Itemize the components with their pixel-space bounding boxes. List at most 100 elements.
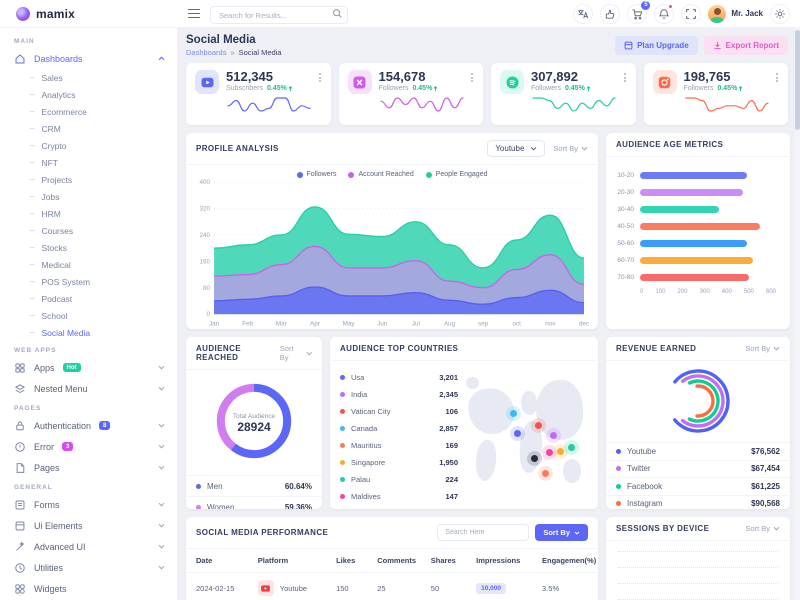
sidebar-subitem-ecommerce[interactable]: – Ecommerce [0, 103, 177, 120]
column-header: Engagemen(%) [532, 549, 598, 573]
plan-upgrade-button[interactable]: Plan Upgrade [615, 35, 698, 55]
svg-text:Apr: Apr [310, 320, 321, 327]
column-header: Platform [247, 549, 327, 573]
reached-sortby-dropdown[interactable]: Sort By [280, 344, 312, 362]
legend-value: 59.36% [284, 502, 312, 510]
more-options-icon[interactable] [774, 71, 780, 84]
sidebar-subitem-podcast[interactable]: – Podcast [0, 290, 177, 307]
sidebar-subitem-crypto[interactable]: – Crypto [0, 137, 177, 154]
brand-logo-icon [16, 6, 30, 21]
menu-toggle-icon[interactable] [188, 8, 200, 19]
sidebar-subitem-label: Podcast [41, 293, 73, 304]
sidebar-subitem-crm[interactable]: – CRM [0, 120, 177, 137]
sidebar-subitem-label: NFT [41, 157, 58, 168]
axis-tick: 200 [677, 289, 688, 295]
map-marker[interactable] [545, 449, 553, 457]
sidebar-subitem-hrm[interactable]: – HRM [0, 205, 177, 222]
age-label: 40-50 [617, 223, 634, 230]
export-report-button[interactable]: Export Report [703, 35, 788, 55]
more-options-icon[interactable] [622, 71, 628, 84]
sidebar-subitem-projects[interactable]: – Projects [0, 171, 177, 188]
like-icon[interactable] [600, 3, 621, 24]
sidebar-item-widgets[interactable]: Widgets [0, 578, 177, 599]
map-marker[interactable] [542, 469, 550, 477]
country-row: Mauritius 169 [340, 437, 458, 454]
search-input[interactable] [210, 6, 348, 24]
trend-up-icon [738, 85, 743, 91]
map-marker[interactable] [513, 430, 521, 438]
sidebar-subitem-stocks[interactable]: – Stocks [0, 239, 177, 256]
column-header: Shares [420, 549, 467, 573]
age-bar [640, 274, 749, 281]
sessions-sortby-dropdown[interactable]: Sort By [745, 524, 780, 533]
sidebar-item-utilities[interactable]: Utilities [0, 557, 177, 578]
table-row[interactable]: 2024-02-15 Youtube 150 25 50 10,000 3.5% [186, 572, 598, 600]
sidebar-item-advanced-ui[interactable]: Advanced UI [0, 536, 177, 557]
sidebar-subitem-sales[interactable]: – Sales [0, 69, 177, 86]
country-row: India 2,345 [340, 386, 458, 403]
sidebar-subitem-school[interactable]: – School [0, 307, 177, 324]
sidebar-item-error[interactable]: Error 3 [0, 436, 177, 457]
sidebar-item-apps[interactable]: Apps Hot [0, 357, 177, 378]
cell-engagement: 3.5% [532, 572, 598, 600]
map-marker[interactable] [509, 409, 517, 417]
sidebar-subitem-courses[interactable]: – Courses [0, 222, 177, 239]
map-marker[interactable] [557, 447, 564, 455]
stat-change: 0.45% [267, 85, 293, 92]
settings-gear-icon[interactable] [770, 3, 790, 24]
sidebar-subitem-pos-system[interactable]: – POS System [0, 273, 177, 290]
user-menu[interactable]: Mr. Jack [708, 4, 763, 23]
sidebar-subitem-social-media[interactable]: – Social Media [0, 324, 177, 341]
trend-up-icon [288, 85, 293, 91]
table-sortby-button[interactable]: Sort By [535, 524, 588, 541]
sidebar-subitem-medical[interactable]: – Medical [0, 256, 177, 273]
country-value: 224 [445, 475, 458, 484]
country-name: India [351, 390, 368, 399]
map-marker[interactable] [530, 454, 538, 462]
stat-card-spotify: 307,892 Followers 0.45% [491, 63, 636, 125]
translate-icon[interactable] [573, 3, 594, 24]
legend-row-item: Men 60.64% [186, 475, 322, 496]
map-marker[interactable] [568, 443, 576, 451]
profile-sortby-dropdown[interactable]: Sort By [553, 144, 588, 153]
sidebar-subitem-nft[interactable]: – NFT [0, 154, 177, 171]
sidebar-item-ui-elements[interactable]: Ui Elements [0, 515, 177, 536]
sidebar-subitem-analytics[interactable]: – Analytics [0, 86, 177, 103]
column-header: Likes [326, 549, 368, 573]
sidebar-item-authentication[interactable]: Authentication 8 [0, 415, 177, 436]
dash-icon: – [30, 277, 35, 286]
legend-label: Youtube [627, 446, 657, 456]
scrollbar-thumb[interactable] [795, 30, 800, 130]
sidebar-subitem-jobs[interactable]: – Jobs [0, 188, 177, 205]
audience-reached-card: AUDIENCE REACHED Sort By Total Audience … [186, 337, 322, 509]
breadcrumb-dashboards[interactable]: Dashboards [186, 47, 227, 57]
cart-icon[interactable]: 5 [627, 0, 651, 24]
search-icon[interactable] [332, 8, 343, 19]
world-map [464, 369, 588, 505]
sidebar-item-forms[interactable]: Forms [0, 494, 177, 515]
more-options-icon[interactable] [317, 71, 323, 84]
map-marker[interactable] [549, 431, 557, 439]
chevron-down-icon [581, 146, 588, 151]
age-bar-row: 40-50 [614, 218, 776, 235]
platform-filter-dropdown[interactable]: Youtube [487, 140, 546, 157]
sidebar-item-pages[interactable]: Pages [0, 457, 177, 478]
fullscreen-icon[interactable] [681, 3, 702, 24]
page-scrollbar[interactable] [795, 28, 800, 600]
breadcrumb-current: Social Media [238, 47, 282, 57]
sidebar-section-label: MAIN [14, 38, 35, 45]
map-marker[interactable] [534, 422, 542, 430]
notifications-bell-icon[interactable] [654, 3, 675, 24]
table-search-input[interactable] [437, 524, 530, 541]
widget-icon [14, 583, 26, 595]
country-name: Singapore [351, 458, 386, 467]
more-options-icon[interactable] [469, 71, 475, 84]
sidebar-item-dashboards[interactable]: Dashboards [0, 48, 177, 69]
revenue-sortby-dropdown[interactable]: Sort By [745, 344, 780, 353]
brand[interactable]: mamix [0, 6, 178, 21]
sidebar-item-nested-menu[interactable]: Nested Menu [0, 378, 177, 399]
sidebar-item-label: Error [34, 441, 54, 452]
sparkline [531, 96, 627, 118]
sparkline [226, 96, 322, 118]
country-dot [340, 494, 345, 499]
